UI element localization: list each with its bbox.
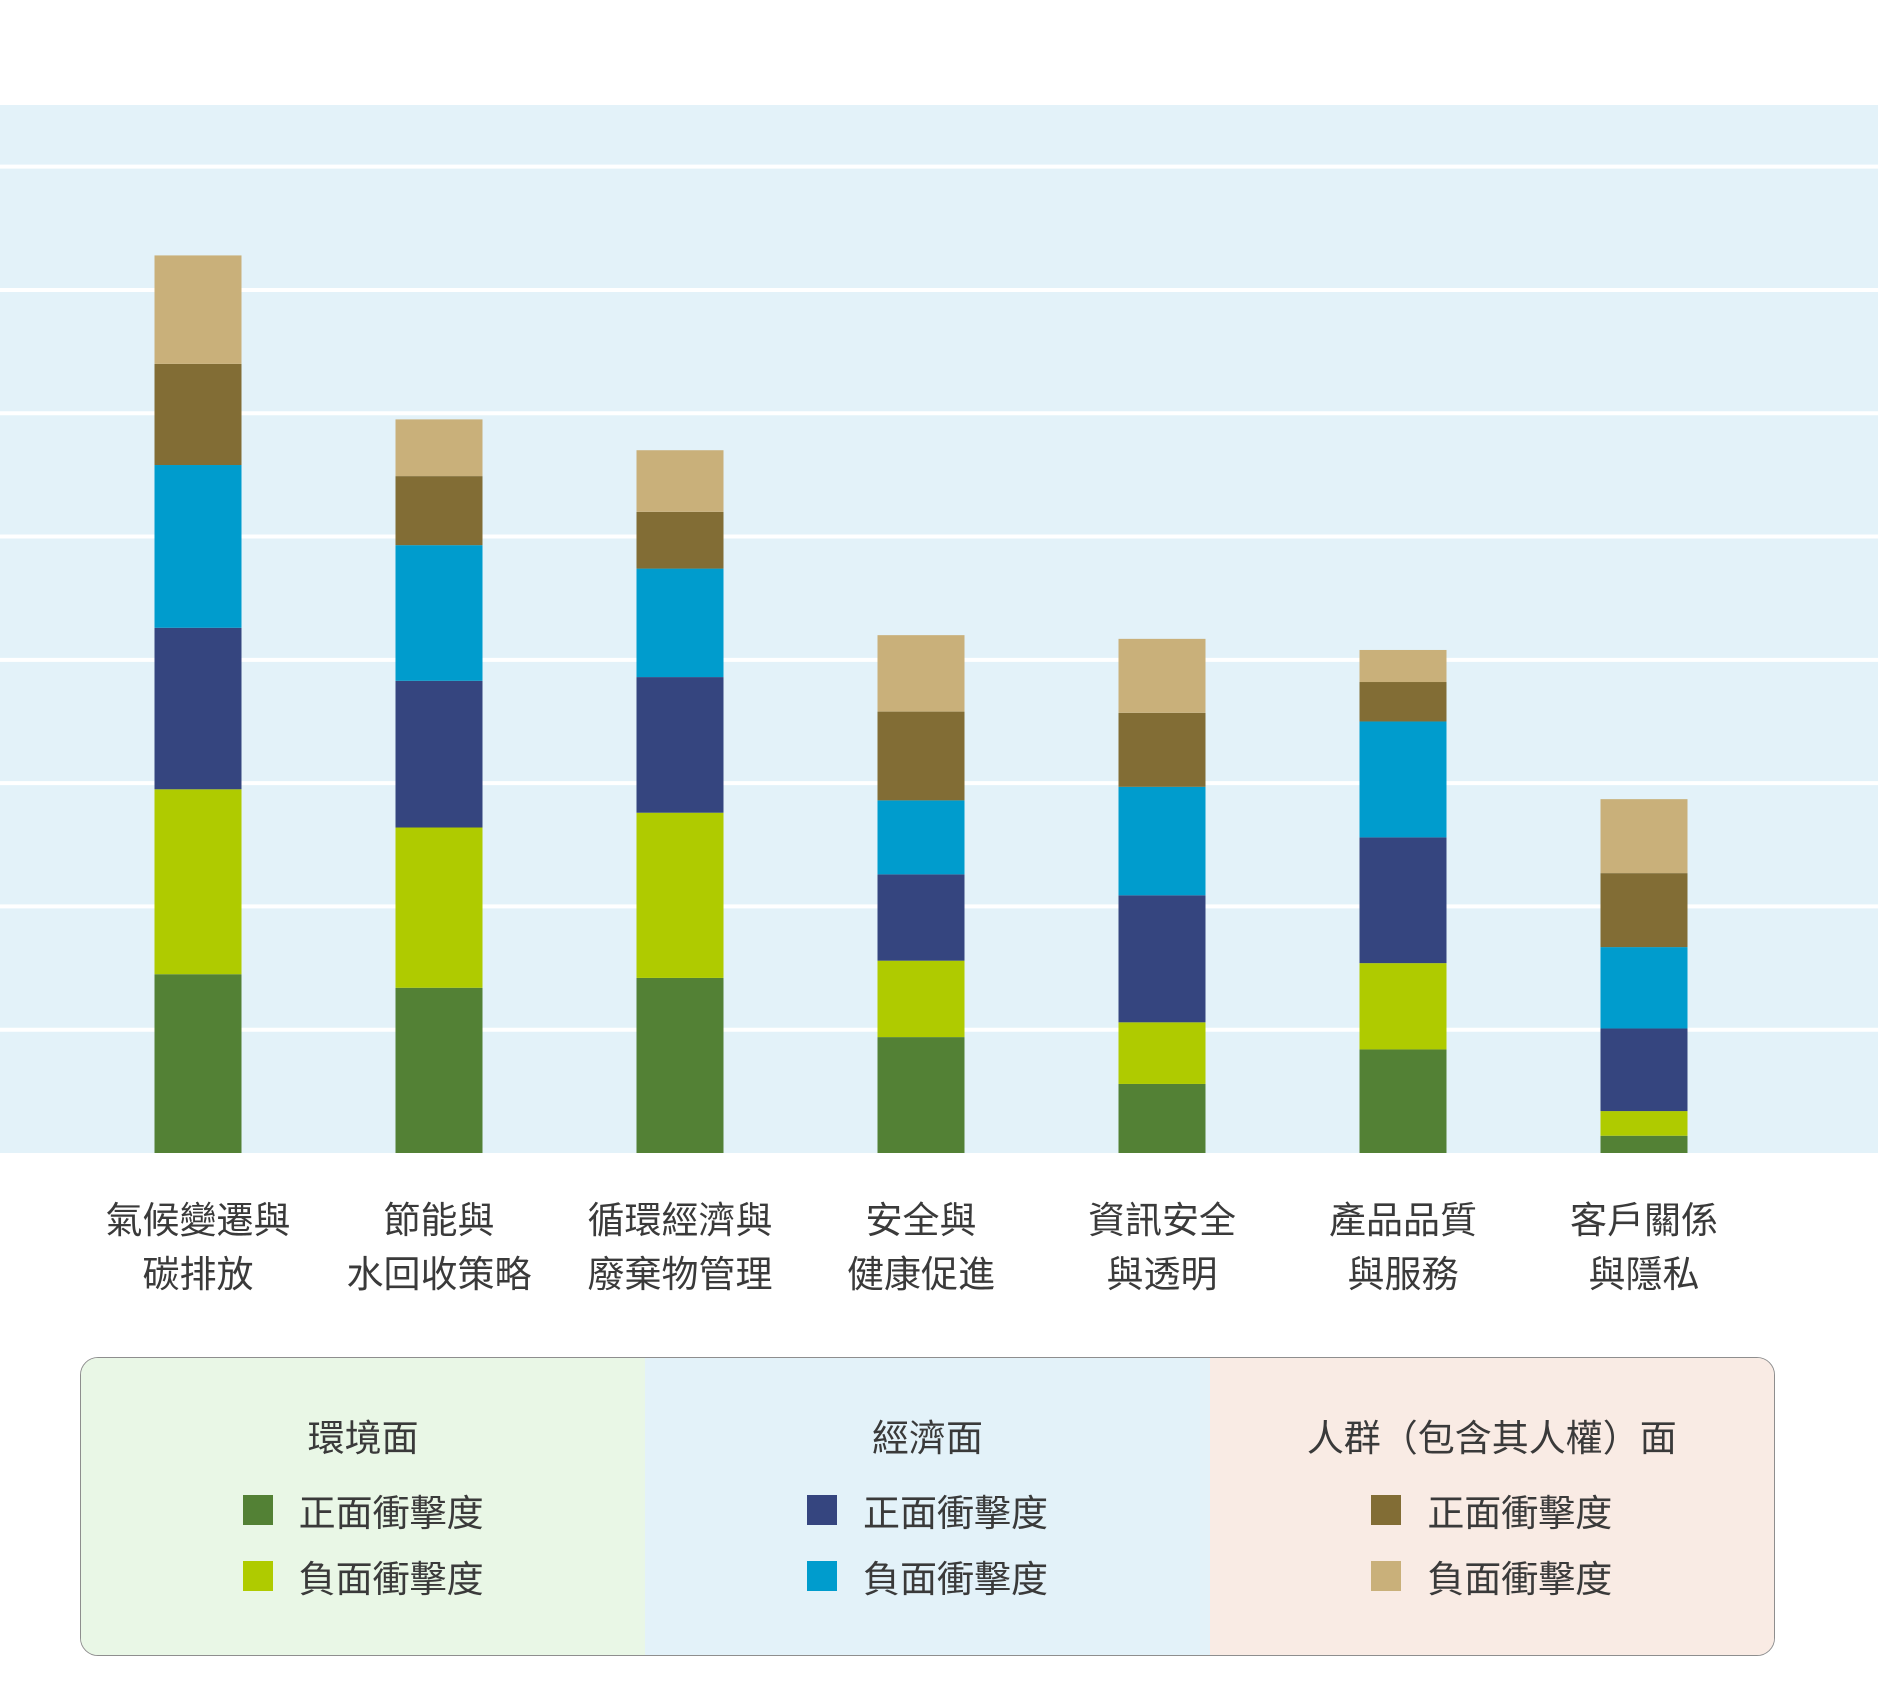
bar-segment (154, 974, 242, 1153)
legend-label: 負面衝擊度 (1427, 1558, 1613, 1601)
bar-segment (1118, 895, 1206, 1023)
bar-segment (1600, 799, 1688, 874)
bar-segment (1359, 721, 1447, 838)
bar-segment (395, 827, 483, 988)
bar-segment (1118, 786, 1206, 896)
legend-title-economy: 經濟面 (871, 1417, 983, 1460)
legend-label: 正面衝擊度 (862, 1492, 1048, 1535)
bar-segment (877, 1037, 965, 1153)
category-label: 水回收策略 (347, 1253, 532, 1296)
category-label: 氣候變遷與 (106, 1199, 291, 1242)
category-label: 碳排放 (143, 1253, 254, 1296)
bar-segment (636, 450, 724, 512)
category-label: 產品品質 (1329, 1199, 1477, 1242)
bar-segment (1600, 1111, 1688, 1136)
category-label: 與透明 (1107, 1253, 1218, 1296)
bar-segment (636, 812, 724, 978)
bar-segment (395, 476, 483, 546)
bar-segment (154, 255, 242, 364)
bar-segment (154, 363, 242, 466)
category-label: 廢棄物管理 (588, 1253, 773, 1296)
legend-panel-economy: 經濟面 正面衝擊度 負面衝擊度 (645, 1358, 1210, 1655)
bar-segment (636, 568, 724, 678)
bar-segment (636, 977, 724, 1153)
bar-segment (1359, 1049, 1447, 1153)
bar-segment (395, 545, 483, 681)
category-label: 節能與 (384, 1199, 495, 1242)
category-label: 健康促進 (847, 1253, 995, 1296)
bar-segment (1600, 1028, 1688, 1112)
bar-segment (395, 419, 483, 477)
bar-segment (877, 960, 965, 1038)
legend-panel-environment: 環境面 正面衝擊度 負面衝擊度 (81, 1358, 646, 1655)
legend-label: 負面衝擊度 (298, 1558, 484, 1601)
legend-label: 正面衝擊度 (298, 1492, 484, 1535)
legend-swatch (806, 1561, 837, 1591)
legend-item: 負面衝擊度 (81, 1554, 645, 1601)
bar-segment (1118, 638, 1206, 713)
category-label: 循環經濟與 (588, 1199, 773, 1242)
bar-segment (1118, 712, 1206, 787)
bar-segment (1600, 1135, 1688, 1153)
legend-swatch (806, 1495, 837, 1525)
legend-item: 負面衝擊度 (1210, 1554, 1774, 1601)
legend: 環境面 正面衝擊度 負面衝擊度 經濟面 正面衝擊度 負面衝擊度 人群（包 (80, 1357, 1775, 1656)
bar-segment (877, 800, 965, 875)
bar-segment (395, 680, 483, 828)
legend-swatch (242, 1495, 273, 1525)
bar-segment (1359, 837, 1447, 964)
bar-segment (1359, 963, 1447, 1050)
bar-segment (1359, 649, 1447, 683)
bar-segment (1600, 873, 1688, 948)
bar-segment (877, 711, 965, 801)
bar-segment (877, 635, 965, 712)
legend-item: 正面衝擊度 (1210, 1488, 1774, 1535)
bar-segment (154, 627, 242, 790)
legend-title-people: 人群（包含其人權）面 (1306, 1417, 1677, 1460)
legend-title-environment: 環境面 (307, 1417, 419, 1460)
legend-panel-people: 人群（包含其人權）面 正面衝擊度 負面衝擊度 (1209, 1358, 1774, 1655)
bars (154, 255, 1688, 1153)
category-label: 客戶關係 (1570, 1199, 1718, 1242)
bar-segment (154, 789, 242, 975)
legend-label: 正面衝擊度 (1427, 1492, 1613, 1535)
legend-label: 負面衝擊度 (862, 1558, 1048, 1601)
bar-segment (154, 465, 242, 628)
legend-swatch (1371, 1495, 1402, 1525)
bar-segment (877, 874, 965, 961)
bar-segment (1359, 682, 1447, 722)
legend-item: 負面衝擊度 (645, 1554, 1209, 1601)
category-label: 安全與 (866, 1199, 977, 1242)
legend-item: 正面衝擊度 (81, 1488, 645, 1535)
category-label: 與隱私 (1589, 1253, 1700, 1296)
legend-item: 正面衝擊度 (645, 1488, 1209, 1535)
bar-segment (636, 677, 724, 813)
category-label: 與服務 (1348, 1253, 1459, 1296)
bar-segment (636, 511, 724, 569)
legend-swatch (242, 1561, 273, 1591)
category-label: 資訊安全 (1088, 1199, 1236, 1242)
legend-swatch (1371, 1561, 1402, 1591)
bar-segment (1600, 947, 1688, 1029)
bar-segment (1118, 1022, 1206, 1084)
bar-segment (395, 987, 483, 1153)
bar-segment (1118, 1083, 1206, 1153)
